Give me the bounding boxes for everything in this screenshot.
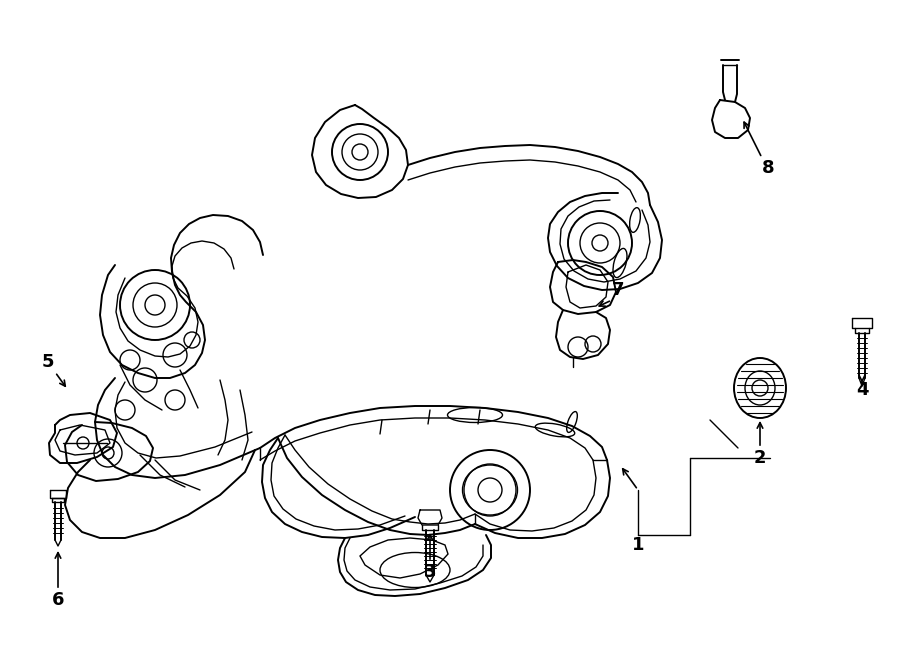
Text: 5: 5: [41, 353, 54, 371]
Text: 2: 2: [754, 449, 766, 467]
Text: 4: 4: [856, 381, 868, 399]
Text: 6: 6: [52, 591, 64, 609]
Text: 1: 1: [632, 536, 644, 554]
Text: 3: 3: [424, 563, 436, 581]
Text: 8: 8: [761, 159, 774, 177]
Text: 7: 7: [612, 281, 625, 299]
